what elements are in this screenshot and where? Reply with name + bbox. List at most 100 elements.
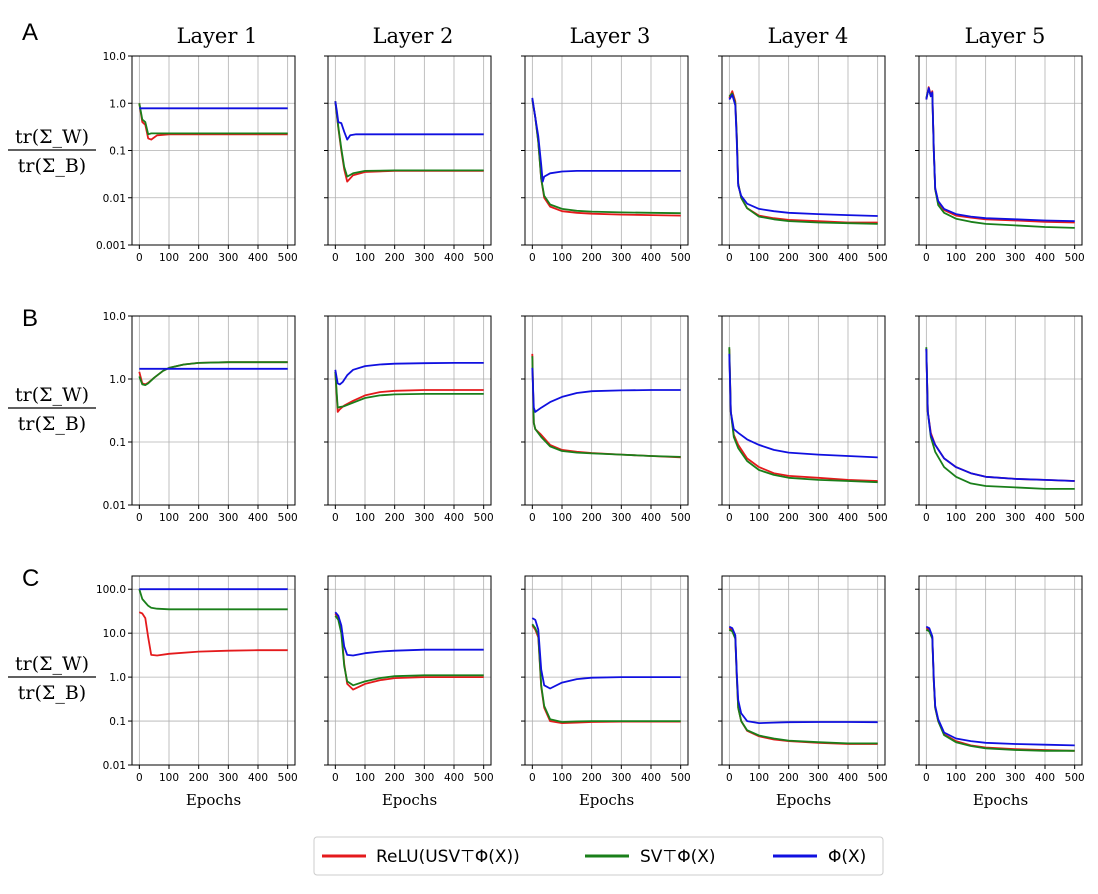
x-tick-label: 400 [641,512,661,524]
x-tick-label: 400 [838,512,858,524]
series-line-sv [334,615,484,687]
x-tick-label: 0 [726,252,733,264]
x-tick-label: 300 [414,772,434,784]
series-line-phi [925,348,1075,482]
series-line-relu [531,99,681,217]
y-tick-label: 0.1 [109,716,126,728]
x-tick-label: 200 [582,252,602,264]
y-tick-label: 0.1 [109,146,126,158]
panel-row-a-layer-3: 0 100 200 300 400 500 [521,55,691,264]
panel-row-a-layer-5: 0 100 200 300 400 500 [915,55,1085,264]
x-tick-label: 100 [946,512,966,524]
panel-row-b-layer-4: 0 100 200 300 400 500 [718,315,888,524]
x-tick-label: 500 [1065,252,1085,264]
x-tick-label: 300 [218,772,238,784]
x-tick-label: 100 [355,512,375,524]
y-axis-label-row-a: tr(Σ_W) tr(Σ_B) [8,126,96,177]
y-axis-label-row-b: tr(Σ_W) tr(Σ_B) [8,384,96,435]
y-tick-label: 0.001 [96,240,126,252]
x-tick-label: 500 [671,252,691,264]
panel-row-c-layer-3: 0 100 200 300 400 500 Epochs [521,575,691,809]
legend: ReLU(USV⊤Φ(X)) SV⊤Φ(X) Φ(X) [313,836,884,876]
x-tick-label: 400 [1035,252,1055,264]
panel-row-c-layer-4: 0 100 200 300 400 500 Epochs [718,575,888,809]
x-tick-label: 0 [136,512,143,524]
x-tick-label: 300 [1005,252,1025,264]
column-title-layer-1: Layer 1 [177,24,258,48]
x-tick-label: 400 [641,252,661,264]
series-line-sv [728,347,878,484]
y-tick-label: 1.0 [109,672,126,684]
x-tick-label: 400 [248,512,268,524]
x-tick-label: 300 [1005,772,1025,784]
legend-label-phi: Φ(X) [828,847,866,867]
y-label-denominator: tr(Σ_B) [18,413,86,435]
y-label-numerator: tr(Σ_W) [15,384,89,406]
x-tick-label: 300 [218,252,238,264]
x-tick-label: 100 [749,252,769,264]
y-label-denominator: tr(Σ_B) [18,155,86,177]
x-tick-label: 500 [868,512,888,524]
x-tick-label: 300 [808,772,828,784]
x-tick-label: 400 [444,252,464,264]
panel-row-a-layer-1: 0 100 200 300 400 500 0.001 0.01 0.1 1.0 10.0 [96,51,298,264]
series-line-relu [138,611,288,657]
series-line-phi [531,367,681,413]
x-tick-label: 200 [976,772,996,784]
plot-frame [524,315,689,506]
x-tick-label: 100 [355,772,375,784]
x-tick-label: 200 [779,252,799,264]
x-tick-label: 500 [1065,512,1085,524]
x-tick-label: 0 [726,512,733,524]
x-tick-label: 0 [726,772,733,784]
y-tick-label: 1.0 [109,374,126,386]
y-axis-label-row-c: tr(Σ_W) tr(Σ_B) [8,653,96,704]
x-tick-label: 200 [385,512,405,524]
series-line-relu [334,371,484,413]
x-axis-label: Epochs [382,791,437,809]
x-tick-label: 400 [641,772,661,784]
y-tick-label: 0.1 [109,437,126,449]
series-line-relu [728,348,878,482]
x-axis-label: Epochs [579,791,634,809]
x-tick-label: 200 [189,252,209,264]
x-tick-label: 0 [529,772,536,784]
x-tick-label: 200 [582,512,602,524]
series-line-relu [334,613,484,691]
series-line-phi [925,87,1075,222]
x-tick-label: 200 [189,512,209,524]
x-tick-label: 300 [414,252,434,264]
x-tick-label: 100 [749,512,769,524]
x-tick-label: 0 [923,772,930,784]
x-tick-label: 400 [838,252,858,264]
x-axis-label: Epochs [186,791,241,809]
series-line-phi [334,101,484,141]
legend-label-relu: ReLU(USV⊤Φ(X)) [376,847,520,867]
plot-frame [131,575,296,766]
series-line-phi [728,94,878,217]
x-axis-label: Epochs [776,791,831,809]
series-line-sv [531,623,681,723]
series-line-sv [334,371,484,409]
x-tick-label: 400 [838,772,858,784]
x-tick-label: 200 [779,772,799,784]
x-tick-label: 100 [552,252,572,264]
row-label-c: C [22,565,39,592]
x-tick-label: 400 [248,772,268,784]
x-tick-label: 0 [923,512,930,524]
plot-frame [721,575,886,766]
panel-row-b-layer-5: 0 100 200 300 400 500 [915,315,1085,524]
x-tick-label: 100 [552,512,572,524]
plot-frame [918,315,1083,506]
x-tick-label: 0 [332,772,339,784]
x-tick-label: 500 [474,772,494,784]
x-tick-label: 100 [355,252,375,264]
x-tick-label: 0 [529,252,536,264]
x-tick-label: 300 [218,512,238,524]
series-line-phi [925,625,1075,747]
x-tick-label: 300 [611,512,631,524]
x-tick-label: 400 [1035,772,1055,784]
x-tick-label: 300 [414,512,434,524]
plot-frame [327,315,492,506]
